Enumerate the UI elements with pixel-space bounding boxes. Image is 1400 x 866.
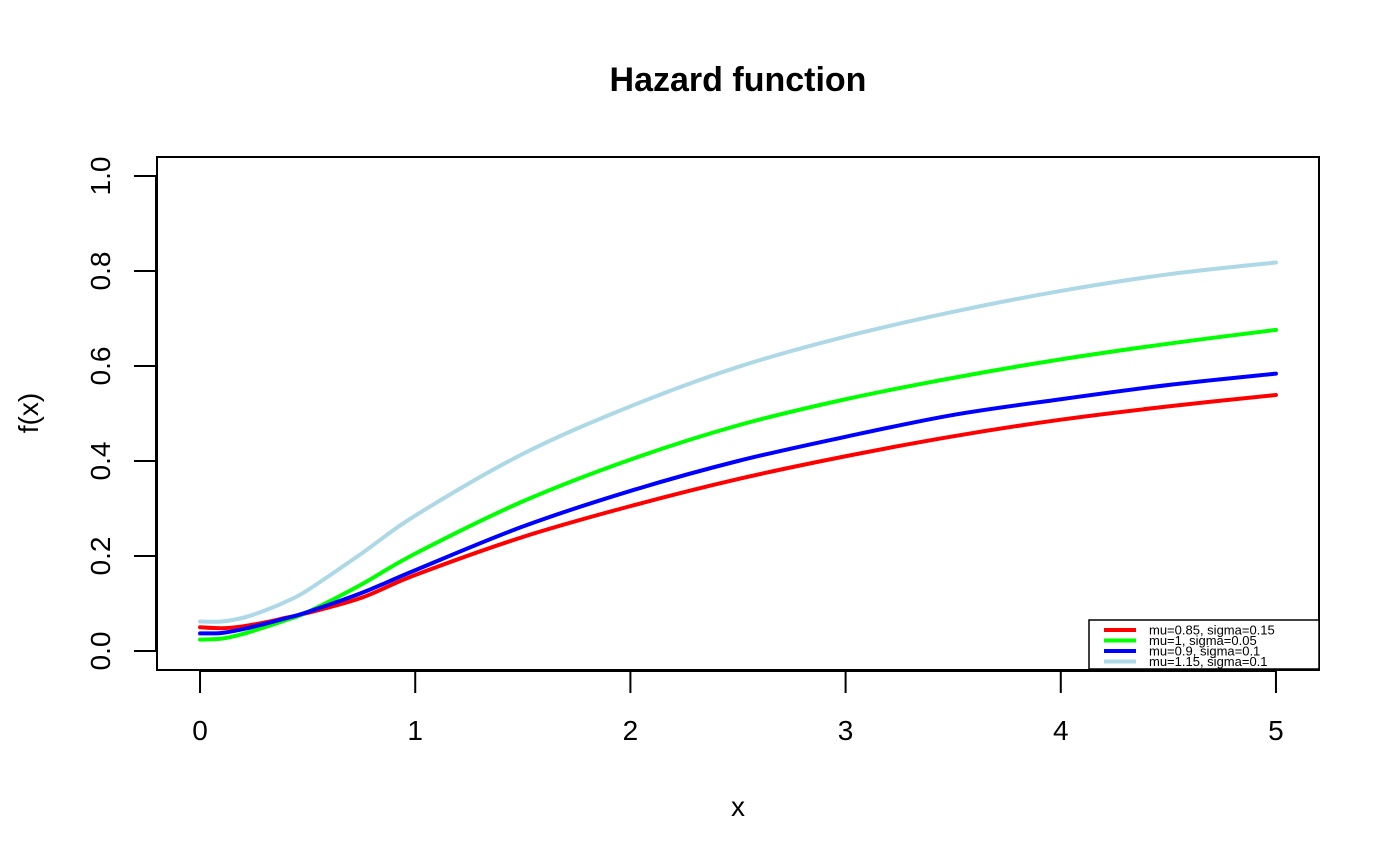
x-tick-label: 3 <box>838 715 854 746</box>
y-tick-label: 0.2 <box>85 537 116 576</box>
y-tick-label: 0.8 <box>85 252 116 291</box>
y-tick-label: 0.0 <box>85 632 116 671</box>
x-axis-label: x <box>731 791 745 822</box>
y-tick-label: 1.0 <box>85 157 116 196</box>
x-tick-label: 4 <box>1053 715 1069 746</box>
legend-label: mu=1.15, sigma=0.1 <box>1149 654 1268 669</box>
legend-label: mu=0.85, sigma=0.15 <box>1149 623 1275 638</box>
legend-label: mu=1, sigma=0.05 <box>1149 633 1257 648</box>
series-line-4 <box>198 260 1278 624</box>
series-line-3 <box>198 371 1278 636</box>
series-line-2 <box>198 327 1278 642</box>
series-layer <box>198 260 1278 642</box>
x-tick-label: 0 <box>192 715 208 746</box>
y-tick-label: 0.6 <box>85 347 116 386</box>
x-tick-label: 1 <box>407 715 423 746</box>
x-tick-label: 5 <box>1268 715 1284 746</box>
y-tick-label: 0.4 <box>85 442 116 481</box>
plot-frame <box>156 156 1320 671</box>
legend-label: mu=0.9, sigma=0.1 <box>1149 644 1260 659</box>
y-axis-label: f(x) <box>13 393 44 433</box>
chart-title: Hazard function <box>610 61 867 99</box>
x-tick-label: 2 <box>623 715 639 746</box>
